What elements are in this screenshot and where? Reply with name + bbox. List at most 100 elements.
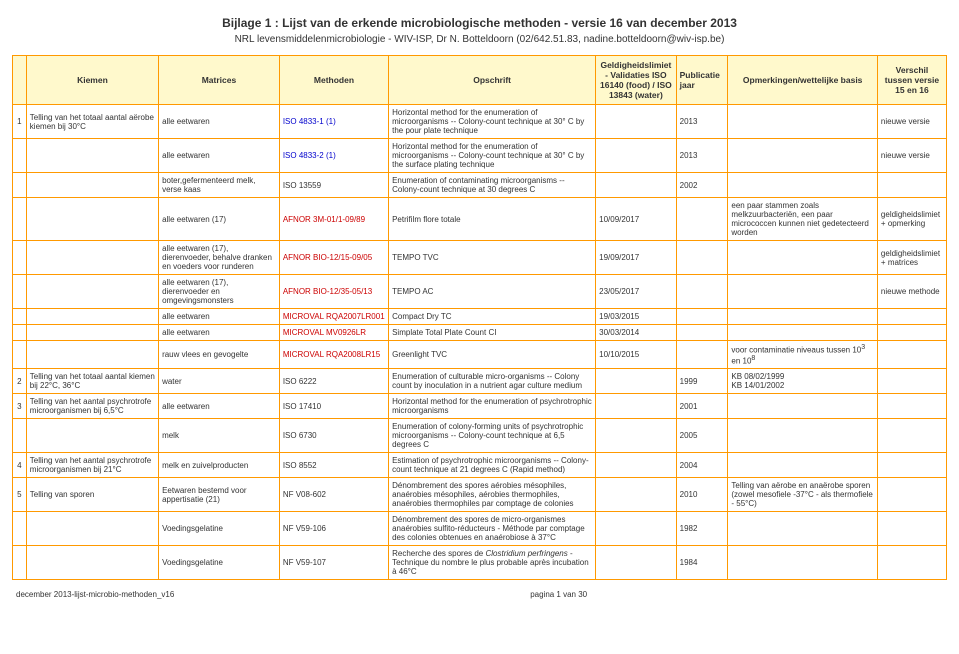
cell-pub [676,309,728,325]
cell-ver [877,394,946,419]
cell-kiemen [26,275,158,309]
cell-opschrift: Compact Dry TC [389,309,596,325]
cell-kiemen: Telling van het aantal psychrotrofe micr… [26,394,158,419]
table-row: 4Telling van het aantal psychrotrofe mic… [13,453,947,478]
cell-num [13,139,27,173]
cell-kiemen [26,546,158,580]
cell-ver [877,341,946,369]
table-row: 1Telling van het totaal aantal aërobe ki… [13,105,947,139]
cell-kiemen [26,341,158,369]
header-methoden: Methoden [279,56,388,105]
cell-methoden: AFNOR 3M-01/1-09/89 [279,198,388,241]
cell-opm [728,105,878,139]
cell-geld [596,173,677,198]
cell-opschrift: Horizontal method for the enumeration of… [389,394,596,419]
cell-geld: 23/05/2017 [596,275,677,309]
cell-kiemen [26,198,158,241]
cell-kiemen [26,241,158,275]
cell-methoden: ISO 17410 [279,394,388,419]
cell-opm: Telling van aërobe en anaërobe sporen (z… [728,478,878,512]
cell-kiemen: Telling van het totaal aantal aërobe kie… [26,105,158,139]
table-row: rauw vlees en gevogelteMICROVAL RQA2008L… [13,341,947,369]
cell-opschrift: Enumeration of culturable micro-organism… [389,369,596,394]
cell-methoden: NF V59-106 [279,512,388,546]
cell-opschrift: Enumeration of colony-forming units of p… [389,419,596,453]
cell-opm [728,325,878,341]
cell-methoden: MICROVAL MV0926LR [279,325,388,341]
cell-matrices: water [159,369,280,394]
cell-kiemen: Telling van sporen [26,478,158,512]
cell-kiemen: Telling van het aantal psychrotrofe micr… [26,453,158,478]
cell-pub: 2005 [676,419,728,453]
cell-pub: 2004 [676,453,728,478]
cell-ver: nieuwe methode [877,275,946,309]
cell-num [13,309,27,325]
cell-methoden: ISO 8552 [279,453,388,478]
cell-geld [596,546,677,580]
cell-opm [728,173,878,198]
cell-opm [728,453,878,478]
cell-opm [728,512,878,546]
cell-opm [728,394,878,419]
cell-matrices: alle eetwaren [159,309,280,325]
cell-geld [596,478,677,512]
cell-ver [877,173,946,198]
cell-pub [676,325,728,341]
cell-methoden: ISO 6730 [279,419,388,453]
table-row: alle eetwaren (17), dierenvoeder, behalv… [13,241,947,275]
cell-geld [596,105,677,139]
cell-opschrift: Dénombrement des spores de micro-organis… [389,512,596,546]
header-matrices: Matrices [159,56,280,105]
cell-kiemen [26,325,158,341]
cell-matrices: alle eetwaren (17), dierenvoeder, behalv… [159,241,280,275]
table-row: VoedingsgelatineNF V59-107Recherche des … [13,546,947,580]
cell-ver [877,478,946,512]
cell-opm [728,419,878,453]
cell-methoden: MICROVAL RQA2008LR15 [279,341,388,369]
cell-num [13,546,27,580]
cell-ver [877,369,946,394]
header-ver: Verschil tussen versie 15 en 16 [877,56,946,105]
cell-pub [676,341,728,369]
cell-matrices: Voedingsgelatine [159,546,280,580]
cell-kiemen [26,419,158,453]
methods-table: Kiemen Matrices Methoden Opschrift Geldi… [12,55,947,580]
table-row: melkISO 6730Enumeration of colony-formin… [13,419,947,453]
cell-opschrift: Estimation of psychrotrophic microorgani… [389,453,596,478]
cell-geld [596,453,677,478]
header-opschrift: Opschrift [389,56,596,105]
cell-geld [596,512,677,546]
cell-num: 3 [13,394,27,419]
cell-opschrift: Dénombrement des spores aérobies mésophi… [389,478,596,512]
cell-matrices: alle eetwaren [159,325,280,341]
cell-opschrift: Horizontal method for the enumeration of… [389,139,596,173]
cell-num [13,325,27,341]
cell-pub: 2013 [676,105,728,139]
cell-num [13,198,27,241]
cell-opschrift: TEMPO AC [389,275,596,309]
cell-num [13,341,27,369]
table-row: 2Telling van het totaal aantal kiemen bi… [13,369,947,394]
cell-num [13,512,27,546]
table-row: alle eetwaren (17), dierenvoeder en omge… [13,275,947,309]
cell-pub: 2010 [676,478,728,512]
cell-matrices: alle eetwaren (17) [159,198,280,241]
cell-methoden: NF V08-602 [279,478,388,512]
header-num [13,56,27,105]
cell-num: 2 [13,369,27,394]
cell-opm [728,275,878,309]
cell-ver [877,419,946,453]
cell-pub: 1999 [676,369,728,394]
cell-pub: 2013 [676,139,728,173]
cell-ver: geldigheidslimiet + matrices [877,241,946,275]
cell-ver: nieuwe versie [877,105,946,139]
table-row: alle eetwarenISO 4833-2 (1)Horizontal me… [13,139,947,173]
cell-pub [676,241,728,275]
cell-num: 5 [13,478,27,512]
table-row: alle eetwarenMICROVAL RQA2007LR001Compac… [13,309,947,325]
cell-ver [877,325,946,341]
cell-kiemen [26,512,158,546]
cell-opm [728,139,878,173]
header-opm: Opmerkingen/wettelijke basis [728,56,878,105]
footer: december 2013-lijst-microbio-methoden_v1… [12,590,947,599]
